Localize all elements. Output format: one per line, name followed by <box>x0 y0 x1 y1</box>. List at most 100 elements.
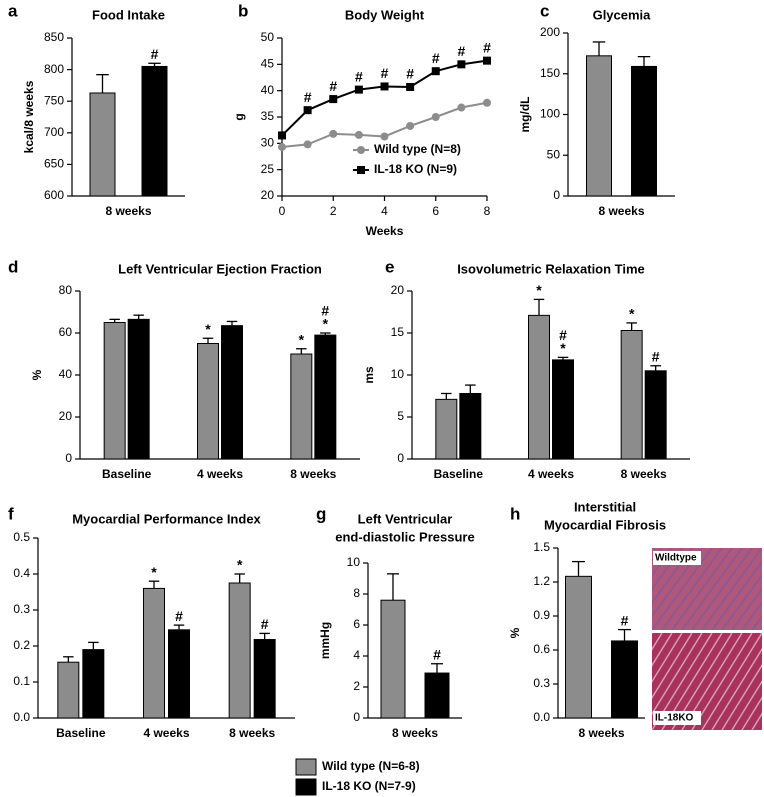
legend-label: IL-18 KO (N=9) <box>374 162 457 176</box>
annotation: # <box>433 646 441 662</box>
panel-letter: g <box>316 504 326 523</box>
y-tick-label: 1.2 <box>533 574 550 588</box>
marker <box>354 130 363 139</box>
y-tick-label: 45 <box>261 57 275 71</box>
y-tick-label: 0.3 <box>533 676 550 690</box>
bar <box>424 672 450 719</box>
y-tick-label: 0 <box>553 188 560 202</box>
annotation: # <box>321 303 329 319</box>
marker <box>380 132 389 141</box>
y-tick-label: 0.4 <box>13 566 30 580</box>
x-tick-label: 8 <box>484 204 491 218</box>
y-axis-label: g <box>232 113 246 120</box>
panel-letter: f <box>8 504 14 523</box>
y-tick-label: 5 <box>397 409 404 423</box>
legend-swatch <box>295 778 317 796</box>
y-tick-label: 20 <box>261 188 275 202</box>
y-tick-label: 150 <box>540 66 560 80</box>
y-tick-label: 800 <box>44 62 64 76</box>
marker <box>303 106 312 115</box>
bar <box>611 640 638 719</box>
histology-texture <box>731 680 762 730</box>
annotation: # <box>483 39 491 55</box>
bar <box>528 314 550 460</box>
annotation: * <box>237 557 243 573</box>
x-tick-label: 8 weeks <box>621 467 667 481</box>
annotation: # <box>432 50 440 66</box>
panel-letter: b <box>238 1 248 20</box>
annotation: # <box>261 616 269 632</box>
y-axis-label: % <box>30 369 44 380</box>
legend-label: Wild type (N=8) <box>374 142 461 156</box>
histology-texture <box>711 559 762 630</box>
chart-title: Glycemia <box>593 7 652 22</box>
image-label-bg <box>653 551 701 565</box>
annotation: # <box>457 43 465 59</box>
x-tick-label: 8 weeks <box>598 204 644 218</box>
marker <box>278 131 286 140</box>
annotation: * <box>299 331 305 347</box>
legend-marker <box>357 166 365 174</box>
y-tick-label: 0.3 <box>13 602 30 616</box>
legend-marker <box>357 146 365 154</box>
marker <box>457 60 466 69</box>
chart-title: Body Weight <box>345 7 425 22</box>
histology-texture <box>701 548 762 630</box>
y-tick-label: 20 <box>59 409 73 423</box>
x-tick-label: 4 weeks <box>528 467 574 481</box>
annotation: * <box>323 316 329 332</box>
x-tick-label: 0 <box>279 204 286 218</box>
annotation: # <box>621 612 629 628</box>
annotation: # <box>151 46 159 62</box>
marker <box>431 67 440 76</box>
y-tick-label: 0 <box>397 451 404 465</box>
histology-texture <box>731 587 762 630</box>
chart-title: Food Intake <box>92 7 165 22</box>
x-tick-label: 4 <box>381 204 388 218</box>
y-tick-label: 50 <box>261 30 275 44</box>
histology-texture <box>701 633 762 730</box>
histology-texture <box>652 633 703 716</box>
y-tick-label: 6 <box>353 617 360 631</box>
y-axis-label: mg/dL <box>518 97 532 133</box>
image-label-bg <box>653 711 701 725</box>
histology-texture <box>741 600 762 630</box>
bar <box>82 649 105 719</box>
histology-texture <box>691 548 753 630</box>
panel-letter: h <box>510 504 520 523</box>
bar <box>314 334 337 460</box>
bar <box>631 65 657 197</box>
y-axis-label: % <box>508 627 522 638</box>
bar <box>435 398 458 460</box>
histology-texture <box>721 663 762 730</box>
marker <box>329 95 338 104</box>
x-axis-label: Weeks <box>366 224 404 238</box>
bar <box>380 599 406 719</box>
legend-swatch <box>295 758 317 776</box>
chart-title: Isovolumetric Relaxation Time <box>457 261 645 276</box>
panel-letter: c <box>540 1 549 20</box>
y-tick-label: 0.5 <box>13 530 30 544</box>
bar <box>103 322 126 460</box>
bar <box>168 629 190 719</box>
panel-letter: d <box>8 257 18 276</box>
image-label: IL-18KO <box>655 713 694 724</box>
histology-texture <box>681 548 743 630</box>
bar <box>620 329 643 460</box>
histology-texture <box>711 647 762 730</box>
histology-texture <box>671 548 733 630</box>
y-tick-label: 40 <box>261 83 275 97</box>
annotation: # <box>304 89 312 105</box>
bar <box>644 370 667 460</box>
annotation: # <box>406 66 414 82</box>
y-tick-label: 10 <box>391 367 405 381</box>
y-tick-label: 600 <box>44 188 64 202</box>
annotation: # <box>329 78 337 94</box>
panel-letter: e <box>385 257 394 276</box>
y-tick-label: 50 <box>547 147 561 161</box>
bar <box>143 587 165 719</box>
histology-texture <box>721 573 762 630</box>
marker <box>431 113 440 121</box>
x-tick-label: 2 <box>330 204 337 218</box>
